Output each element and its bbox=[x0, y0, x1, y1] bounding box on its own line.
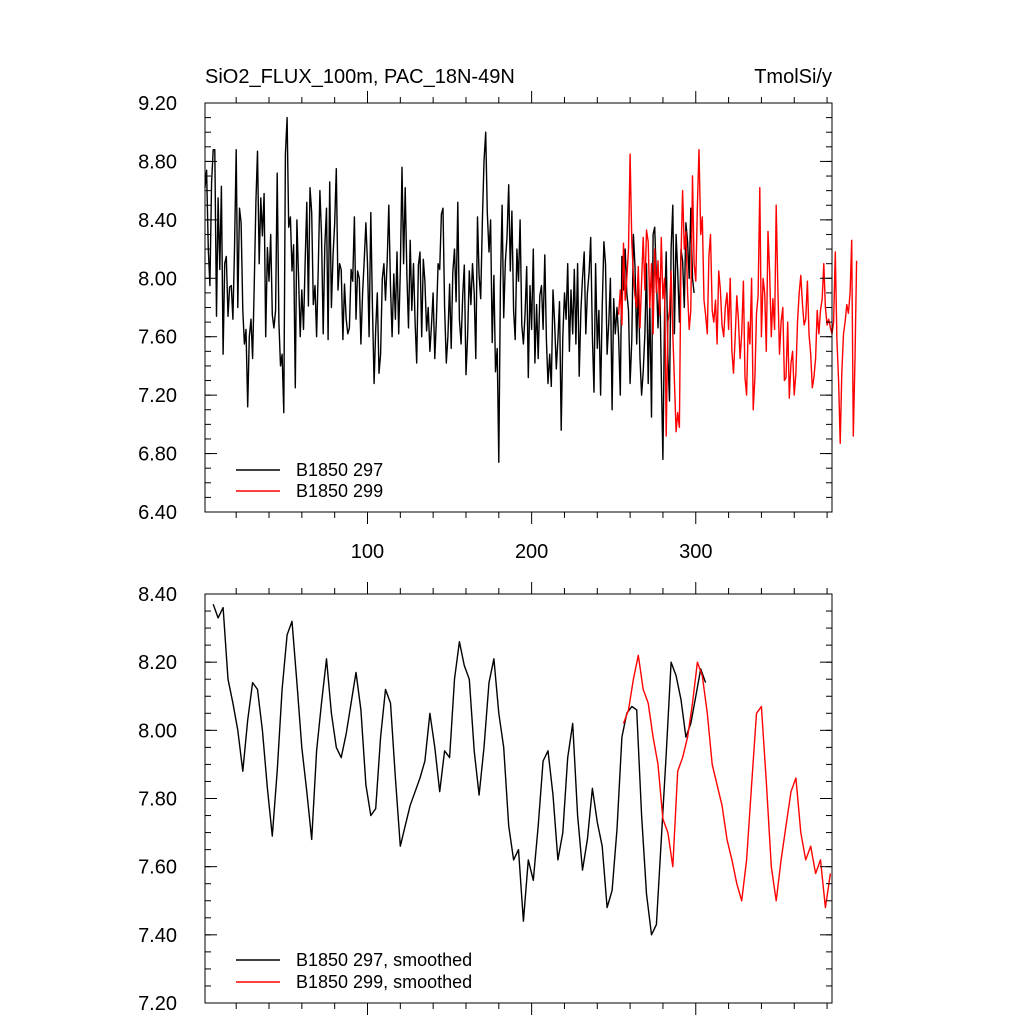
series-line-1 bbox=[622, 654, 832, 909]
y-tick-label: 7.40 bbox=[138, 925, 177, 947]
bottom-panel: 7.20 7.40 7.60 7.80 8.00 8.20 8.40 B1850 297, … bbox=[138, 582, 833, 1015]
series-lines bbox=[204, 116, 858, 463]
y-tick-label: 8.00 bbox=[138, 268, 177, 290]
series-lines bbox=[212, 603, 832, 936]
series-line-0 bbox=[204, 116, 695, 463]
y-tick-label: 8.00 bbox=[138, 720, 177, 742]
series-line-0 bbox=[212, 603, 707, 936]
legend-label-297-smoothed: B1850 297, smoothed bbox=[296, 950, 472, 970]
axis-ticks: 7.20 7.40 7.60 7.80 8.00 8.20 8.40 bbox=[138, 582, 832, 1015]
legend: B1850 297 B1850 299 bbox=[236, 460, 383, 501]
y-tick-label: 8.80 bbox=[138, 151, 177, 173]
y-tick-label: 6.80 bbox=[138, 444, 177, 466]
axis-ticks: 6.40 6.80 7.20 7.60 8.00 8.40 8.80 9.20 100 200 30… bbox=[138, 91, 832, 563]
y-tick-label: 7.20 bbox=[138, 385, 177, 407]
y-tick-label: 6.40 bbox=[138, 502, 177, 524]
y-tick-label: 7.60 bbox=[138, 327, 177, 349]
y-tick-label: 9.20 bbox=[138, 93, 177, 115]
legend-label-297: B1850 297 bbox=[296, 460, 383, 480]
y-tick-label: 7.60 bbox=[138, 857, 177, 879]
legend: B1850 297, smoothed B1850 299, smoothed bbox=[236, 950, 472, 992]
legend-label-299-smoothed: B1850 299, smoothed bbox=[296, 972, 472, 992]
y-tick-label: 8.40 bbox=[138, 210, 177, 232]
plot-frame bbox=[204, 593, 833, 1004]
series-line-1 bbox=[617, 148, 858, 444]
x-tick-label: 100 bbox=[351, 541, 384, 563]
x-tick-label: 200 bbox=[515, 541, 548, 563]
top-panel: SiO2_FLUX_100m, PAC_18N-49N TmolSi/y 6.4… bbox=[138, 66, 858, 563]
y-tick-label: 8.40 bbox=[138, 584, 177, 606]
y-tick-label: 8.20 bbox=[138, 652, 177, 674]
y-tick-label: 7.20 bbox=[138, 993, 177, 1015]
units-label: TmolSi/y bbox=[754, 66, 832, 88]
y-tick-label: 7.80 bbox=[138, 789, 177, 811]
chart-title: SiO2_FLUX_100m, PAC_18N-49N bbox=[205, 66, 515, 88]
legend-label-299: B1850 299 bbox=[296, 481, 383, 501]
x-tick-label: 300 bbox=[679, 541, 712, 563]
